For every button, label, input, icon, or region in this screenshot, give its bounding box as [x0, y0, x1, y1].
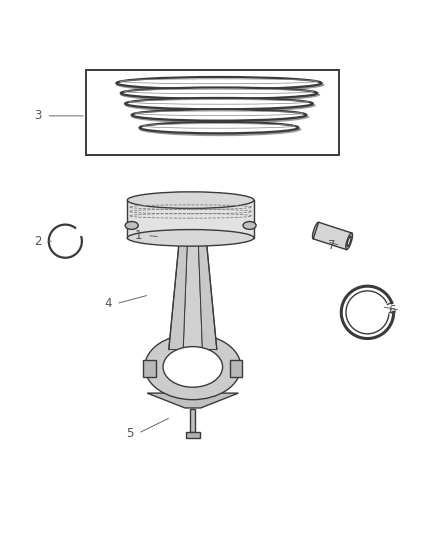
Bar	[190, 409, 195, 432]
Bar	[230, 360, 242, 377]
Ellipse shape	[125, 98, 313, 109]
Polygon shape	[147, 393, 238, 408]
Ellipse shape	[120, 88, 320, 102]
Text: 3: 3	[34, 109, 42, 123]
Ellipse shape	[125, 99, 316, 112]
Polygon shape	[183, 245, 202, 350]
Ellipse shape	[312, 222, 319, 239]
Bar	[186, 432, 200, 438]
Polygon shape	[169, 245, 187, 350]
Ellipse shape	[139, 123, 301, 136]
Bar	[144, 360, 155, 377]
Ellipse shape	[346, 233, 353, 249]
Text: 2: 2	[34, 235, 42, 248]
Ellipse shape	[174, 225, 211, 245]
Polygon shape	[127, 200, 254, 238]
Text: 6: 6	[388, 304, 395, 317]
Ellipse shape	[131, 110, 309, 124]
Ellipse shape	[132, 109, 306, 120]
Ellipse shape	[163, 346, 223, 387]
Ellipse shape	[127, 230, 254, 246]
Ellipse shape	[121, 87, 317, 99]
Ellipse shape	[243, 222, 256, 229]
Ellipse shape	[145, 334, 241, 400]
Text: 4: 4	[104, 297, 111, 310]
Ellipse shape	[127, 192, 254, 208]
Ellipse shape	[125, 222, 138, 229]
Ellipse shape	[117, 77, 321, 89]
Ellipse shape	[116, 78, 325, 92]
Ellipse shape	[183, 230, 203, 240]
Polygon shape	[313, 222, 352, 249]
Ellipse shape	[347, 236, 351, 246]
Polygon shape	[198, 245, 217, 350]
Text: 1: 1	[134, 229, 142, 242]
Bar	[86, 70, 339, 155]
Ellipse shape	[140, 122, 298, 133]
Text: 7: 7	[328, 239, 336, 252]
Text: 5: 5	[126, 427, 133, 440]
